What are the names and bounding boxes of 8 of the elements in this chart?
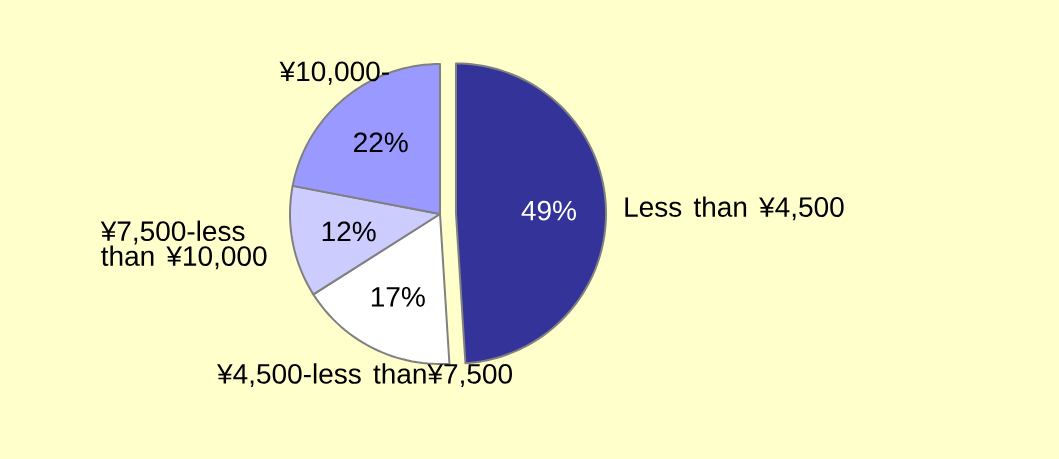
slice-label: ¥4,500-less than¥7,500 — [217, 363, 512, 388]
data-label: 12% — [322, 221, 376, 242]
slice-label: ¥7,500-less than ¥10,000 — [100, 220, 267, 270]
data-label: 49% — [521, 200, 576, 221]
data-label: 22% — [354, 132, 408, 153]
slice-label: Less than ¥4,500 — [625, 196, 844, 221]
data-label: 17% — [371, 287, 425, 307]
slice-label: ¥10,000- — [279, 61, 389, 85]
